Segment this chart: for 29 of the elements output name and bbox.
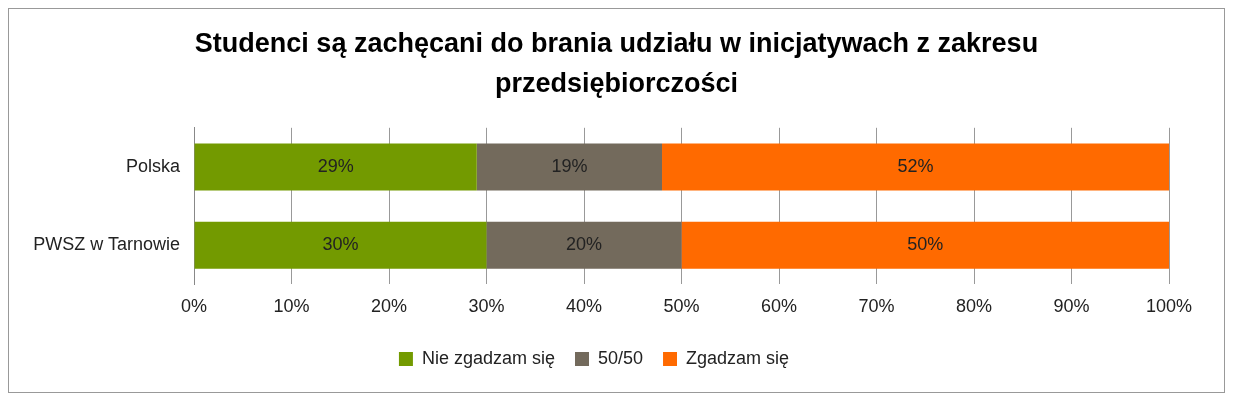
bar [681,221,1169,269]
y-tick-label: PWSZ w Tarnowie [33,234,181,255]
x-tick-label: 0% [181,296,208,317]
legend-label: Zgadzam się [686,347,790,368]
x-tick-label: 90% [1053,296,1090,317]
x-tick-label: 50% [663,296,700,317]
bar [476,143,663,191]
bar [194,221,487,269]
chart-title: Studenci są zachęcani do brania udziału w inicjatywach z zakresu przedsiębiorczości [193,27,1040,100]
x-tick-label: 60% [761,296,798,317]
data-label: 30% [322,234,359,255]
data-label: 20% [566,234,603,255]
x-tick-label: 10% [273,296,310,317]
x-tick-label: 40% [566,296,603,317]
y-tick-label: Polska [126,155,182,176]
x-tick-label: 20% [371,296,408,317]
data-label: 52% [897,155,934,176]
x-tick-label: 30% [468,296,505,317]
bar [662,143,1169,191]
legend-label: 50/50 [597,347,644,368]
bar [486,221,682,269]
legend-label: Nie zgadzam się [421,347,555,368]
data-label: 29% [317,155,354,176]
data-label: 19% [551,155,588,176]
data-label: 50% [907,234,944,255]
bar [194,143,477,191]
x-tick-label: 70% [858,296,895,317]
x-tick-label: 80% [955,296,993,317]
x-tick-label: 100% [1145,296,1193,317]
